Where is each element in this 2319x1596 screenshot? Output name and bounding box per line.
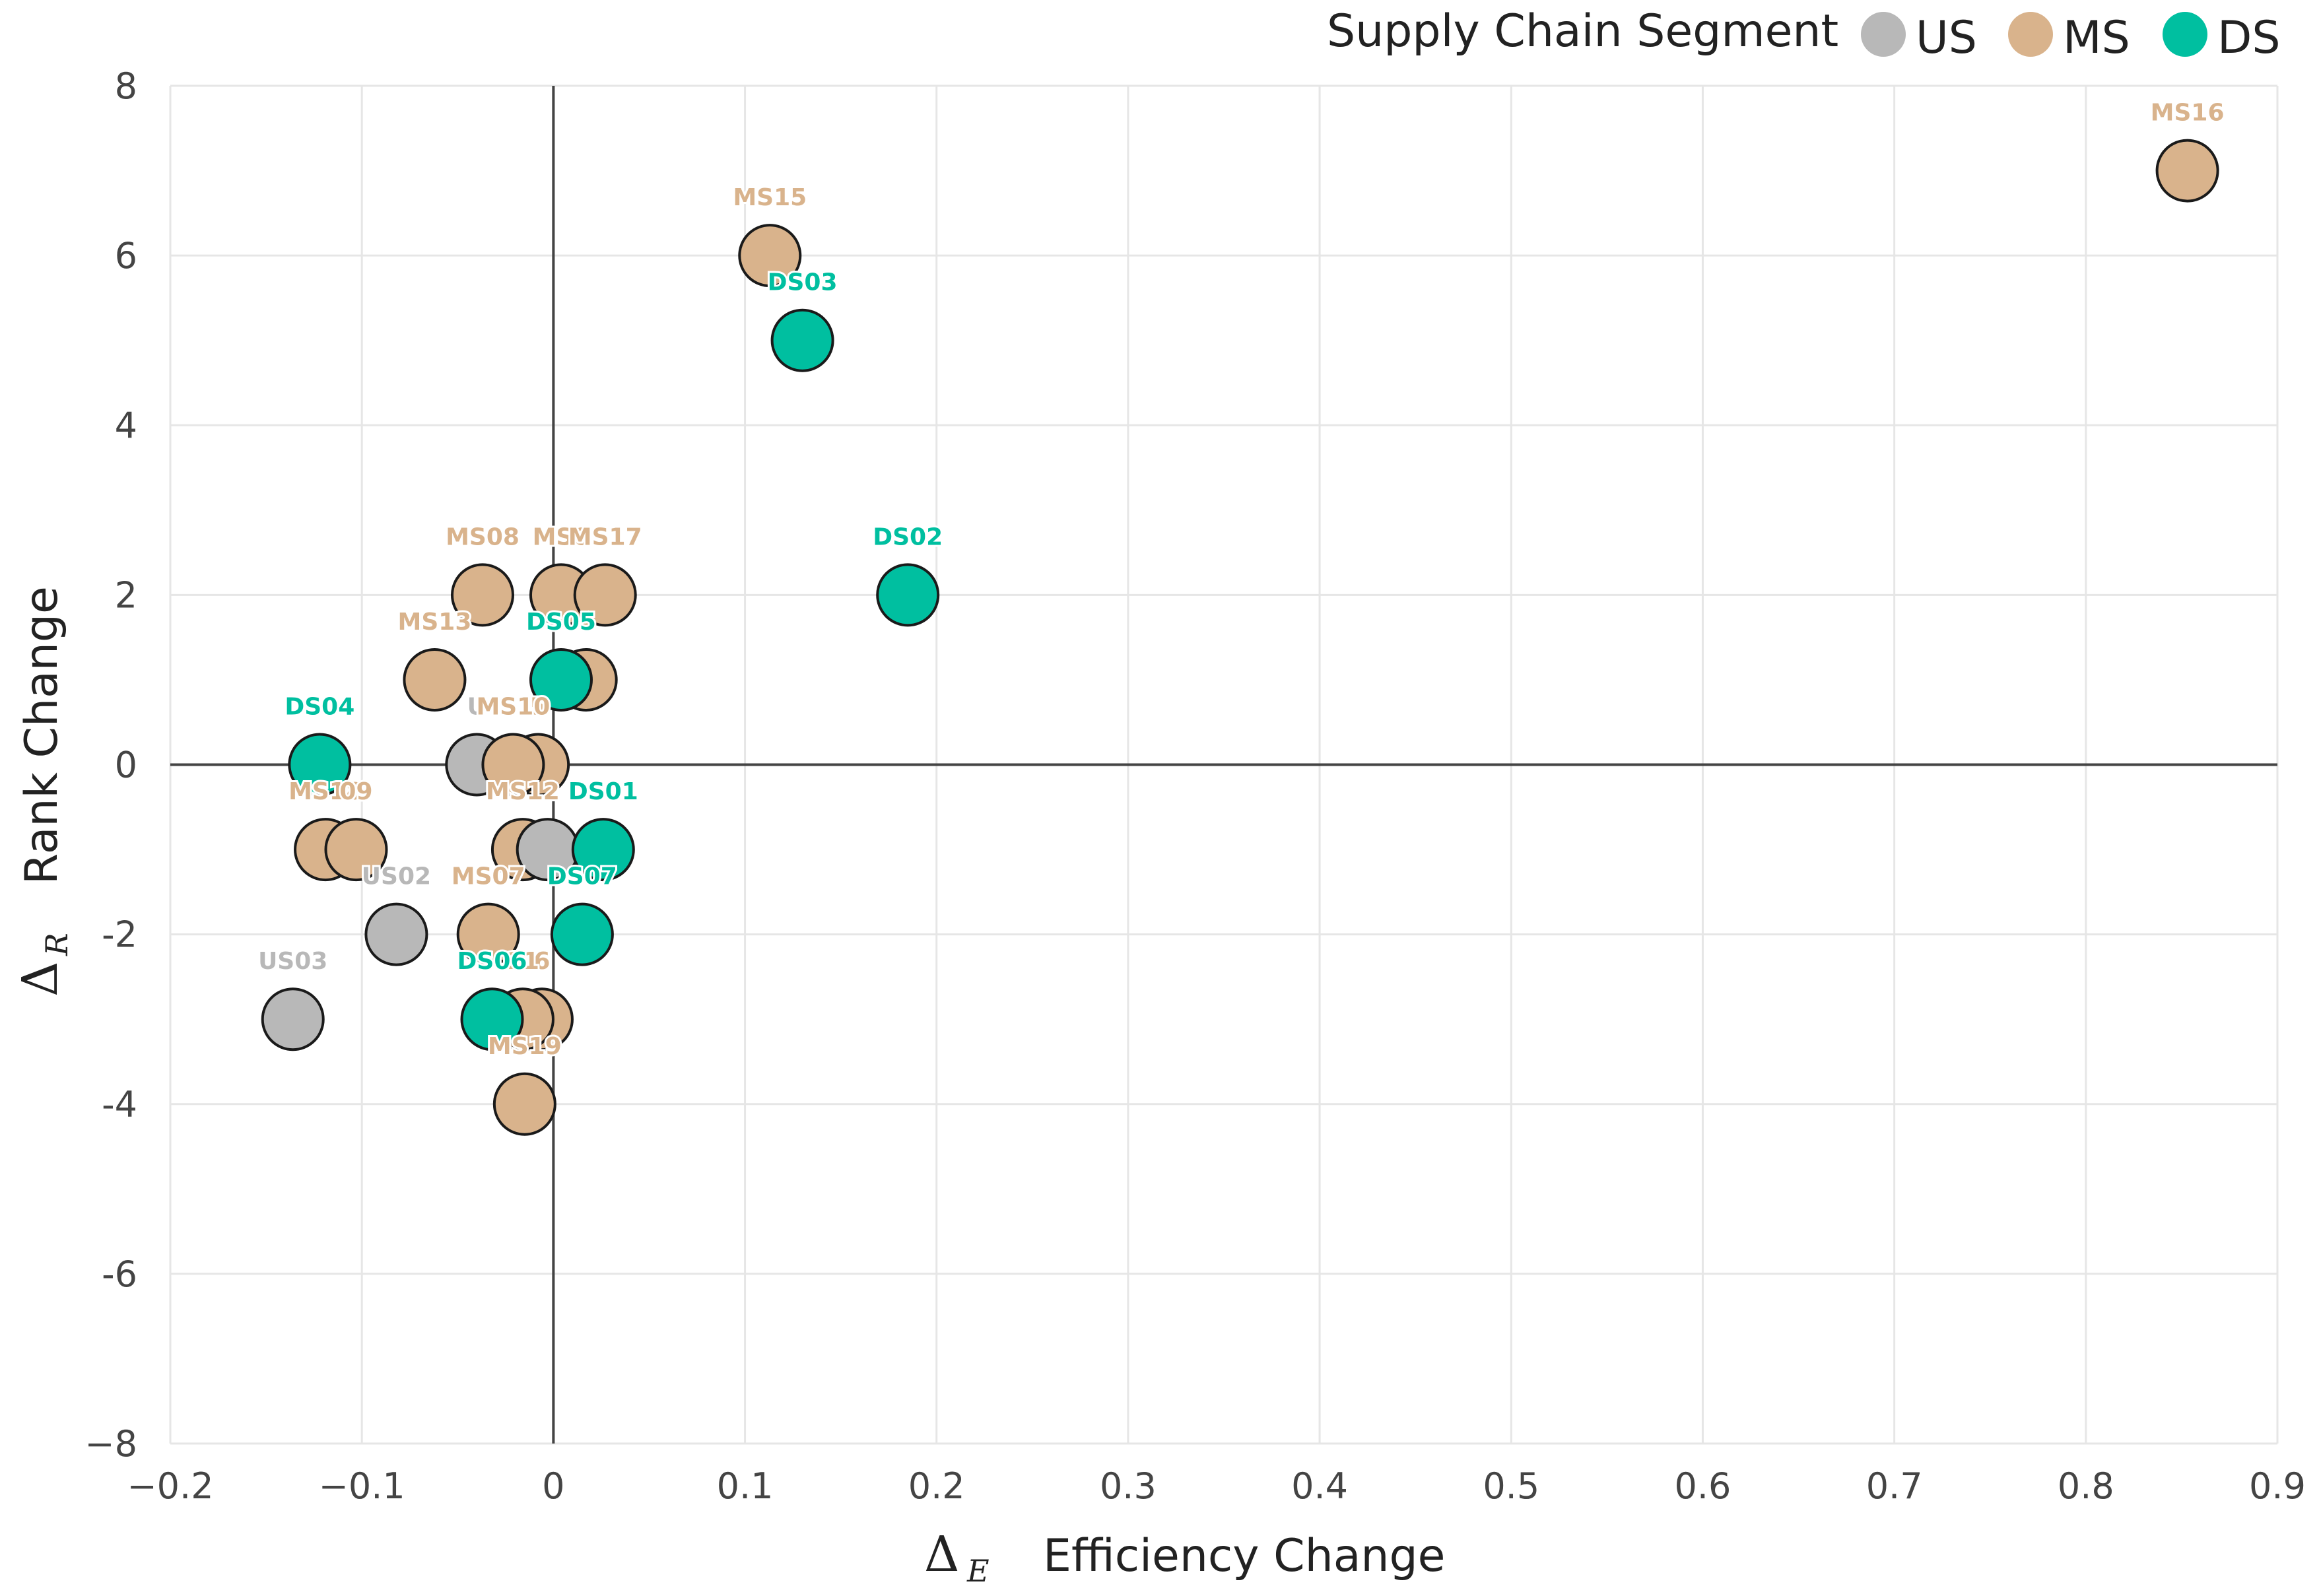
legend-swatch-us [1861,12,1906,57]
x-tick-label: 0.6 [1675,1465,1731,1507]
point-label: U [467,694,487,721]
x-axis-subscript: E [966,1553,990,1589]
point-ms15 [738,224,802,288]
point-label: DS04 [285,694,354,721]
x-tick-label: 0.7 [1866,1465,1923,1507]
point-label: 5 [530,694,547,721]
y-tick-label: 8 [115,65,137,107]
point-ms16 [2155,139,2219,203]
point-ms19 [492,1072,556,1136]
y-tick-label: 0 [115,745,137,786]
point-ds03 [770,308,834,372]
x-tick-label: 0.2 [908,1465,965,1507]
y-tick-label: 4 [115,405,137,446]
point-label: MS08 [446,523,520,550]
point-label: MS13 [398,609,472,636]
x-tick-label: −0.2 [127,1465,213,1507]
legend-label-ds: DS [2217,12,2281,64]
point-ms07 [456,902,520,966]
y-axis-title: Δ R Rank Change [12,586,75,997]
y-axis-subscript: R [39,933,75,956]
point-label: MS18 [288,778,362,805]
x-tick-label: 0.5 [1483,1465,1539,1507]
y-axis-label: Rank Change [16,586,68,884]
legend-label-ms: MS [2063,12,2130,64]
point-label: MS07 [452,863,525,890]
x-tick-label: 0.4 [1291,1465,1348,1507]
point-ds06 [460,987,524,1051]
point-label: MS17 [568,523,642,550]
y-tick-label: -6 [102,1253,137,1295]
point-ms13 [403,648,467,712]
point-label: MS16 [2151,100,2225,127]
point-label: US03 [258,948,327,975]
y-tick-labels: 8 6 4 2 0 -2 -4 -6 −8 [84,65,137,1465]
x-axis-label: Efficiency Change [1043,1530,1446,1582]
point-label: DS01 [568,778,638,805]
point-label: DS06 [457,948,527,975]
point-ds05 [529,648,593,712]
y-tick-label: −8 [84,1423,137,1465]
point-label: DS03 [768,269,838,296]
point-label: 09 [339,778,372,805]
point-09 [324,818,388,882]
point-label: MS12 [486,778,560,805]
point-ms10 [481,733,545,797]
point-ds01 [571,818,635,882]
point-ds04 [288,733,352,797]
legend-swatch-ms [2008,12,2053,57]
x-tick-label: 0.8 [2058,1465,2114,1507]
y-tick-label: -2 [102,914,137,956]
point-label: MS15 [733,184,807,211]
x-axis-symbol: Δ [924,1526,959,1583]
point-us03 [261,987,325,1051]
legend-title: Supply Chain Segment [1327,5,1838,57]
point-label: DS07 [547,863,617,890]
x-tick-label: −0.1 [319,1465,405,1507]
point-label: US02 [362,863,431,890]
point-label: MS0 [533,523,590,550]
x-tick-labels: −0.2 −0.1 0 0.1 0.2 0.3 0.4 0.5 0.6 0.7 0.8 0.9 [127,1465,2306,1507]
y-axis-symbol: Δ [12,962,69,997]
point-label: DS05 [526,609,596,636]
point-ds07 [550,902,614,966]
x-axis-title: Δ E Efficiency Change [924,1526,1446,1589]
point-ms17 [573,563,637,627]
point-label: 6 [533,948,550,975]
x-tick-label: 0 [542,1465,564,1507]
point-ms08 [450,563,514,627]
point-us02 [364,902,428,966]
y-tick-label: 6 [115,235,137,277]
x-tick-label: 0.9 [2249,1465,2306,1507]
x-tick-label: 0.1 [717,1465,774,1507]
legend: Supply Chain Segment US MS DS [1327,5,2281,64]
legend-swatch-ds [2163,12,2207,57]
point-label: 4 [578,609,594,636]
y-tick-label: 2 [115,574,137,616]
point-ds02 [876,563,940,627]
x-tick-label: 0.3 [1100,1465,1157,1507]
point-label: MS19 [488,1033,562,1060]
legend-label-us: US [1916,12,1977,64]
data-points [261,139,2219,1136]
point-label: DS02 [873,523,943,550]
point-label: MS10 [476,694,550,721]
y-tick-label: -4 [102,1084,137,1125]
point-label: 11 [506,948,539,975]
